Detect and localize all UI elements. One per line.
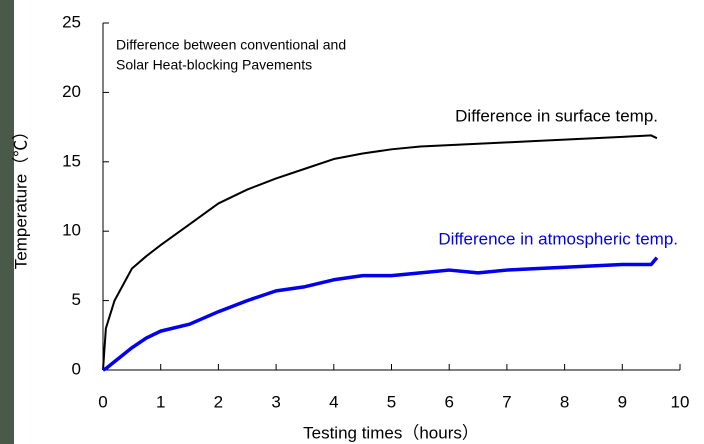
x-tick-label: 7 [502, 392, 511, 411]
y-tick-label: 25 [62, 12, 81, 31]
x-tick-label: 9 [618, 392, 627, 411]
y-tick-label: 0 [72, 359, 81, 378]
x-tick-label: 8 [560, 392, 569, 411]
x-tick-label: 4 [329, 392, 338, 411]
x-tick-label: 6 [444, 392, 453, 411]
data-line [102, 134, 658, 371]
y-tick-label: 10 [62, 221, 81, 240]
y-axis-label: Temperature（℃） [11, 123, 30, 269]
y-tick-label: 15 [62, 151, 81, 170]
data-line [102, 256, 659, 372]
annotation: Difference between conventional and [116, 37, 346, 53]
photo-edge [0, 0, 14, 444]
y-tick-label: 20 [62, 82, 81, 101]
x-tick-label: 3 [271, 392, 280, 411]
x-tick-label: 10 [671, 392, 690, 411]
annotation: Solar Heat-blocking Pavements [116, 57, 312, 73]
x-axis-label: Testing times（hours） [303, 423, 479, 442]
y-tick-label: 5 [72, 290, 81, 309]
annotation-box [104, 28, 434, 80]
series-label: Difference in surface temp. [455, 106, 658, 125]
x-tick-label: 2 [214, 392, 223, 411]
x-tick-label: 5 [387, 392, 396, 411]
x-tick-label: 1 [156, 392, 165, 411]
series-label: Difference in atmospheric temp. [438, 229, 678, 248]
x-tick-label: 0 [98, 392, 107, 411]
